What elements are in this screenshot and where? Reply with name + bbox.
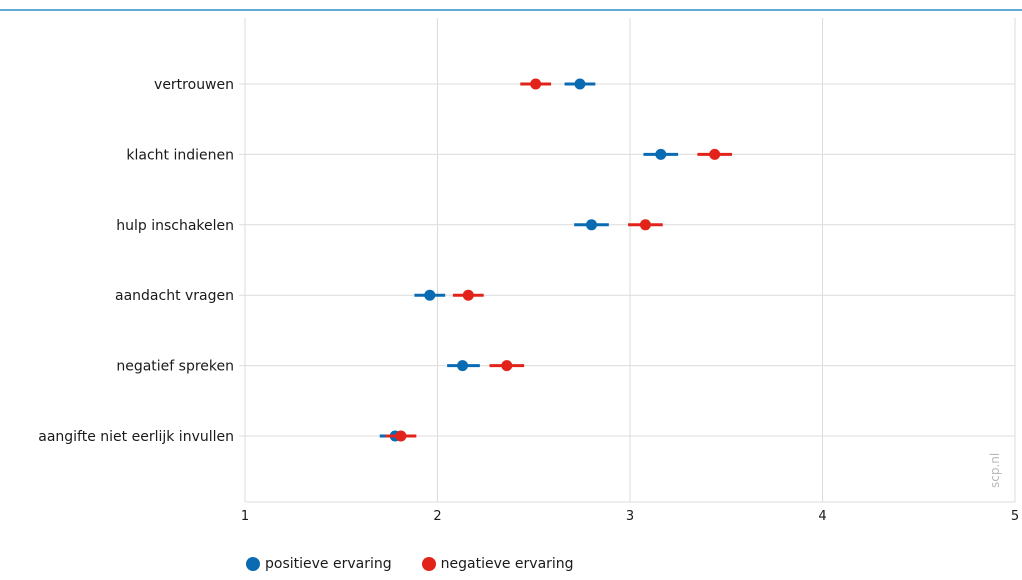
legend-item-negative: negatieve ervaring: [421, 556, 574, 572]
category-label: vertrouwen: [154, 77, 234, 93]
data-point: [574, 78, 586, 90]
category-label: klacht indienen: [126, 147, 234, 163]
category-label: negatief spreken: [116, 359, 234, 375]
data-point: [457, 360, 469, 372]
grid: [239, 18, 1016, 503]
data-point: [655, 148, 667, 160]
legend-label-positive: positieve ervaring: [265, 556, 392, 572]
data-point: [501, 360, 513, 372]
data-point: [530, 78, 542, 90]
legend-item-positive: positieve ervaring: [246, 556, 392, 572]
x-tick-label: 2: [433, 509, 441, 524]
legend: positieve ervaring negatieve ervaring: [246, 556, 604, 572]
category-label: aandacht vragen: [115, 288, 234, 304]
data-point: [462, 289, 474, 301]
category-label: hulp inschakelen: [116, 218, 234, 234]
x-tick-label: 4: [818, 509, 826, 524]
data-point: [639, 219, 651, 231]
data-point: [424, 289, 436, 301]
tick-labels: 1 2 3 4 5: [241, 509, 1019, 524]
data-marks: [379, 78, 733, 442]
legend-dot-negative: [421, 557, 436, 571]
data-point: [586, 219, 597, 231]
data-point: [709, 148, 721, 160]
legend-dot-positive: [246, 557, 260, 571]
x-tick-label: 1: [241, 509, 249, 524]
watermark: scp.nl: [988, 453, 1002, 488]
category-labels: vertrouwen klacht indienen hulp inschakele…: [38, 77, 234, 445]
category-label: aangifte niet eerlijk invullen: [38, 429, 234, 445]
data-point: [395, 430, 407, 442]
x-tick-label: 5: [1011, 509, 1019, 524]
x-tick-label: 3: [626, 509, 634, 524]
legend-label-negative: negatieve ervaring: [440, 556, 574, 572]
